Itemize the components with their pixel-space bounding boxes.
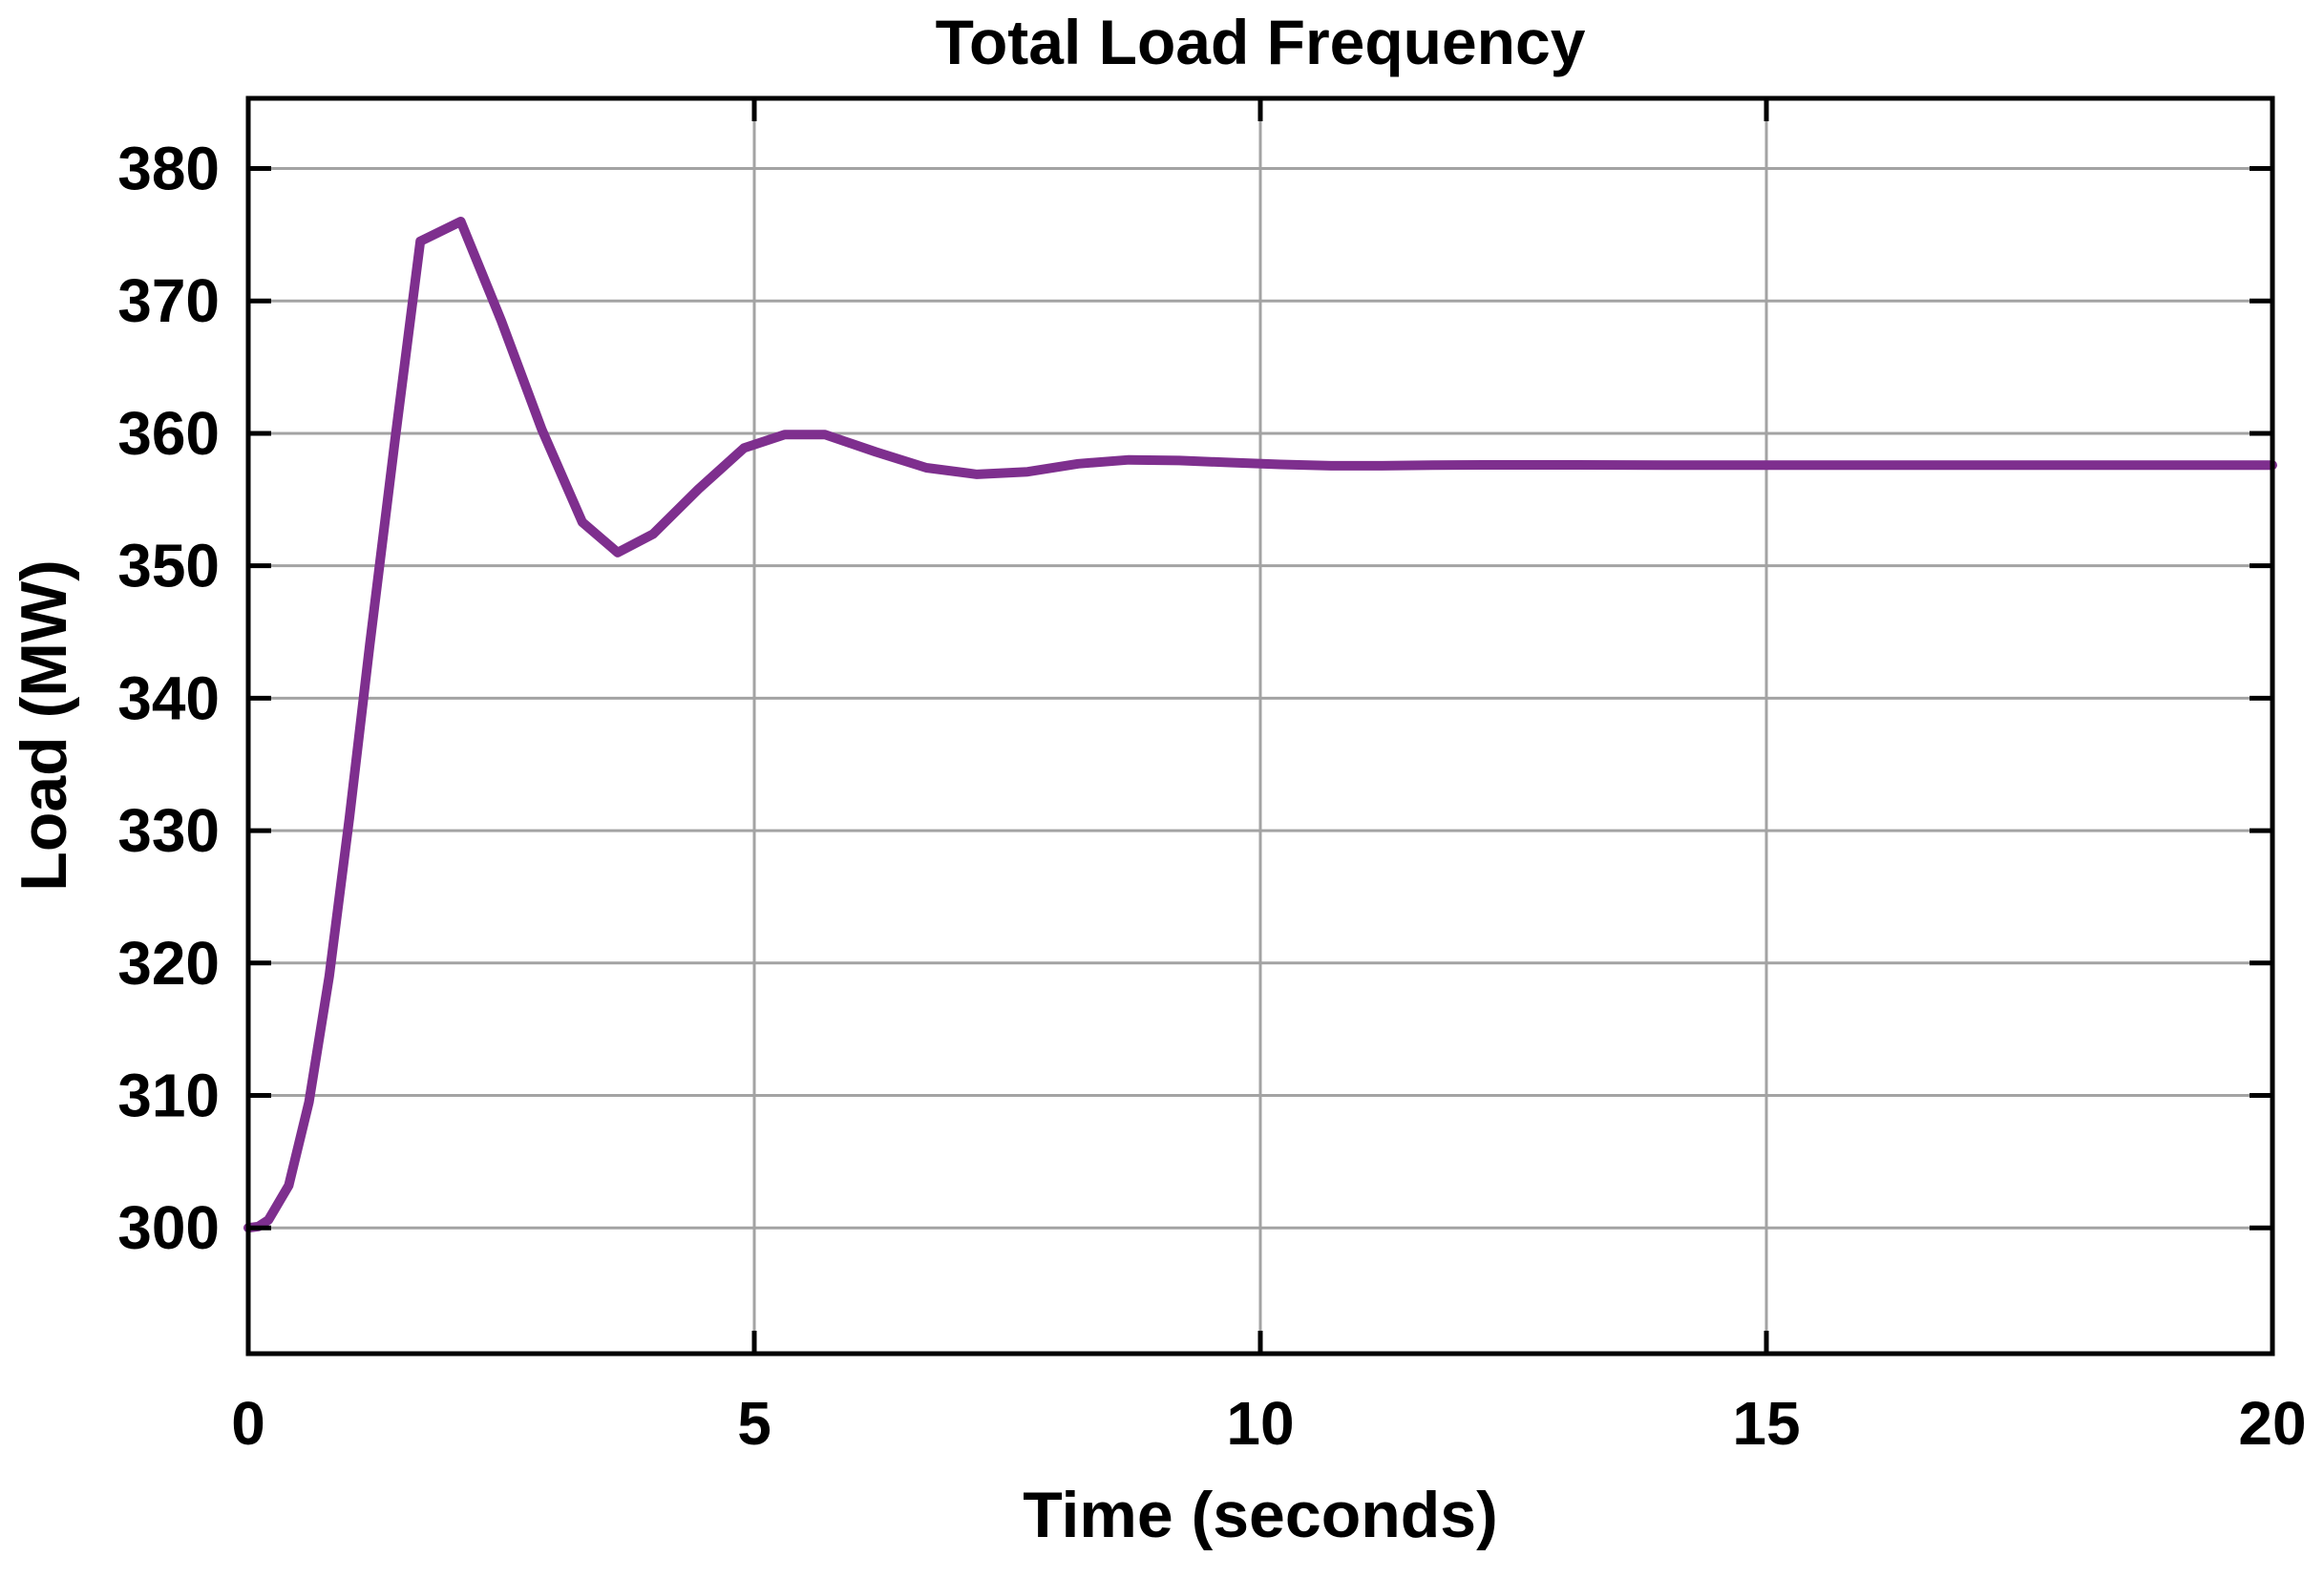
load-curve (243, 217, 2277, 1233)
tick-labels: 300 310 320 330 340 350 360 370 380 0 5 10 15 20 (117, 135, 2306, 1458)
x-tick-label: 15 (1732, 1389, 1800, 1458)
chart-title: Total Load Frequency (935, 7, 1586, 77)
y-tick-label: 360 (117, 399, 220, 468)
y-tick-label: 380 (117, 135, 220, 203)
y-tick-label: 330 (117, 796, 220, 865)
tick-marks (245, 98, 2275, 1354)
y-tick-label: 320 (117, 929, 220, 998)
y-tick-label: 300 (117, 1193, 220, 1262)
y-tick-label: 310 (117, 1062, 220, 1130)
x-tick-label: 0 (231, 1389, 265, 1458)
y-tick-label: 350 (117, 532, 220, 600)
y-tick-label: 370 (117, 266, 220, 335)
y-tick-label: 340 (117, 663, 220, 732)
grid-lines (248, 98, 2272, 1354)
data-series (243, 217, 2277, 1233)
x-tick-label: 10 (1226, 1389, 1294, 1458)
x-tick-label: 5 (737, 1389, 771, 1458)
x-axis-label: Time (seconds) (1023, 1479, 1498, 1551)
x-tick-label: 20 (2238, 1389, 2306, 1458)
